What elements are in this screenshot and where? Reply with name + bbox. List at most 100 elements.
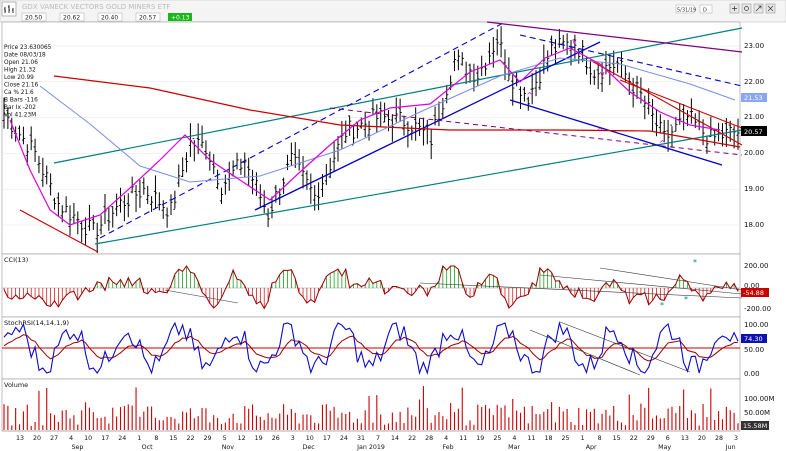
volume-axis: 100.00M 50.00M 15.58M	[741, 395, 775, 430]
price-axis: 23.00 22.00 21.00 20.00 19.00 18.00 21.5…	[741, 42, 767, 229]
day-label: 15	[169, 435, 177, 442]
day-label: 3	[291, 435, 295, 442]
day-label: 4	[512, 435, 516, 442]
day-label: 25	[493, 435, 501, 442]
blue-dashed-trend	[99, 21, 506, 239]
month-labels: Sep Oct Nov Dec Jan 2019 Feb Mar Apr May Jun	[71, 444, 735, 451]
red-trend-line	[19, 209, 99, 253]
stochrsi-axis-label: 100.00	[744, 321, 769, 329]
volume-panel[interactable]: Volume	[1, 378, 741, 432]
chart-type-button[interactable]	[1, 1, 17, 17]
blue-moving-average	[39, 57, 736, 183]
volume-bars	[3, 386, 739, 430]
price-axis-label: 22.00	[744, 78, 764, 86]
month-label: Jan 2019	[356, 444, 385, 451]
magenta-moving-average	[9, 47, 721, 226]
expand-icon[interactable]	[753, 3, 764, 14]
day-label: 15	[613, 435, 621, 442]
cci-trend-line	[419, 282, 743, 299]
day-label: 19	[255, 435, 263, 442]
month-label: Jun	[725, 444, 736, 451]
toolbar-interval[interactable]: D	[703, 8, 707, 14]
volume-axis-label: 100.00M	[744, 395, 775, 403]
purple-dashed-line	[329, 107, 743, 156]
day-label: 3	[734, 435, 738, 442]
reversal-mark: v	[600, 69, 605, 78]
stochrsi-signal-line	[3, 334, 739, 362]
reversal-mark: ^	[597, 127, 604, 136]
day-label: 26	[272, 435, 280, 442]
cci-series: * * *	[2, 258, 743, 310]
day-label: 22	[630, 435, 638, 442]
day-label: 17	[101, 435, 109, 442]
info-bar-index: Bar Ix -202	[4, 105, 36, 111]
cci-axis-label: 200.00	[744, 262, 769, 270]
blue-lower-line	[509, 99, 723, 166]
cci-panel[interactable]: CCI(13) * * *	[1, 253, 743, 318]
purple-resistance	[486, 21, 743, 53]
month-label: Nov	[222, 444, 235, 451]
price-axis-label: 23.00	[744, 42, 764, 50]
cci-value-tag	[741, 288, 769, 297]
day-label: 19	[476, 435, 484, 442]
volume-axis-label: 50.00M	[744, 409, 770, 417]
day-label: 4	[69, 435, 73, 442]
ma-tag-text: 21.53	[744, 94, 763, 102]
day-label: 1	[137, 435, 141, 442]
blue-support-line	[254, 41, 601, 211]
red-moving-average	[53, 75, 741, 148]
day-label: 14	[391, 435, 399, 442]
info-low: Low 20.99	[4, 75, 34, 81]
cci-trend-line	[539, 274, 743, 295]
day-label: 8	[154, 435, 158, 442]
quote-boxes: 20.50 20.62 20.40 20.57 +0.13	[21, 12, 192, 22]
last-price-text: 20.57	[744, 128, 763, 136]
quote-b: 20.62	[63, 15, 80, 22]
day-label: 28	[425, 435, 433, 442]
day-label: 13	[681, 435, 689, 442]
price-axis-label: 18.00	[744, 221, 764, 229]
cci-axis-label: -200.00	[744, 305, 771, 313]
settings-icon[interactable]	[741, 3, 752, 14]
close-icon[interactable]	[765, 3, 776, 14]
toolbar-date[interactable]: 5/31/19	[677, 8, 696, 14]
stochrsi-trend-line	[559, 321, 691, 373]
day-label: 17	[323, 435, 331, 442]
quote-d: 20.57	[139, 15, 156, 22]
day-label: 11	[459, 435, 467, 442]
day-labels: 13 20 27 4 10 17 24 1 8 15 22 29 5 12 19 26 3 10 17 24 31 7 14…	[16, 435, 738, 442]
info-high: High 21.32	[4, 68, 36, 74]
change-badge: +0.13	[171, 15, 190, 22]
info-price: Price 23.630065	[4, 45, 52, 51]
symbol-label: GDX	[22, 3, 38, 11]
day-label: 29	[647, 435, 655, 442]
volume-value-tag	[741, 421, 769, 430]
day-label: 31	[357, 435, 365, 442]
stochrsi-series	[2, 320, 740, 376]
day-label: 28	[715, 435, 723, 442]
reversal-mark: v	[572, 37, 577, 46]
day-label: 8	[598, 435, 602, 442]
stochrsi-panel[interactable]: StochRSI(14,14,1,9)	[1, 316, 741, 380]
day-label: 18	[544, 435, 552, 442]
day-label: 10	[306, 435, 314, 442]
fit-icon[interactable]	[729, 3, 740, 14]
price-panel[interactable]: Price 23.630065 Date 08/03/18 Open 21.06…	[1, 21, 743, 255]
cci-star-mark: *	[693, 258, 697, 267]
reversal-mark: ^	[526, 91, 533, 100]
ma-tag	[741, 93, 767, 102]
header-bar: GDX VANECK VECTORS GOLD MINERS ETF 20.50…	[0, 0, 786, 23]
blue-dashed-resistance	[519, 34, 743, 87]
day-label: 4	[444, 435, 448, 442]
day-label: 25	[562, 435, 570, 442]
cci-trend-line	[164, 289, 239, 304]
info-date: Date 08/03/18	[4, 53, 46, 59]
day-label: 24	[118, 435, 126, 442]
cci-axis: 200.00 0.00 -200.00 -54.88	[741, 262, 771, 313]
stochrsi-axis-label: 0.00	[744, 370, 760, 378]
info-open: Open 21.06	[4, 60, 38, 66]
month-label: Sep	[71, 444, 83, 451]
month-label: Mar	[508, 444, 520, 451]
cci-star-mark: *	[660, 301, 664, 310]
